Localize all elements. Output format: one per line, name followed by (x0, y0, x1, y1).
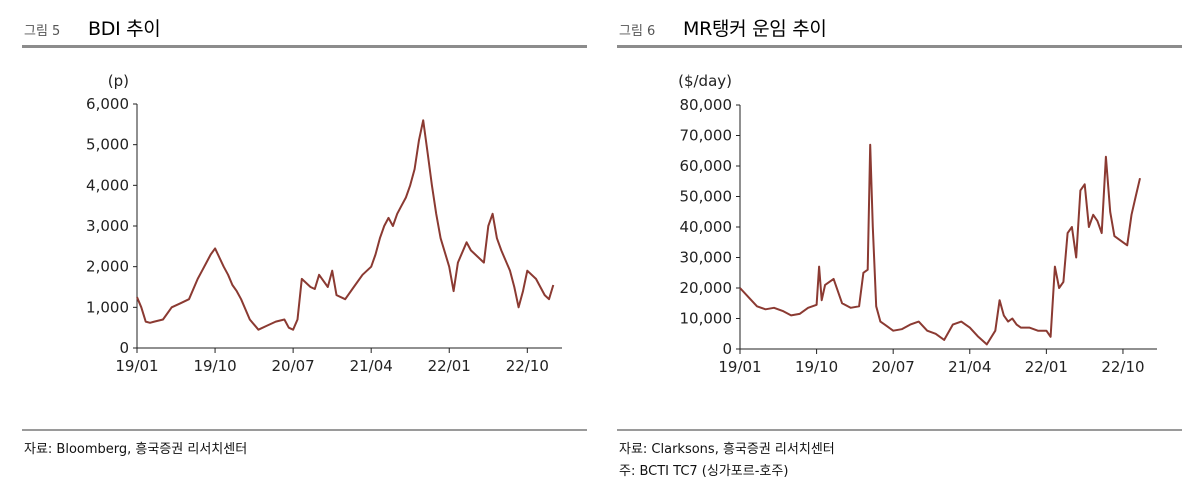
y-tick-label: 50,000 (680, 188, 733, 206)
x-tick-label: 22/10 (506, 357, 549, 375)
figure-title: MR탱커 운임 추이 (683, 18, 827, 40)
y-tick-label: 4,000 (86, 176, 129, 194)
y-tick-label: 1,000 (86, 298, 129, 316)
y-tick-label: 5,000 (86, 136, 129, 154)
x-tick-label: 20/07 (872, 358, 915, 376)
x-tick-label: 19/10 (795, 358, 838, 376)
source-note: 자료: Bloomberg, 흥국증권 리서치센터 (24, 442, 248, 457)
figure-header: 그림 6 MR탱커 운임 추이 (617, 14, 1182, 44)
header-rule (617, 45, 1182, 48)
x-tick-label: 22/10 (1101, 358, 1144, 376)
y-tick-label: 30,000 (680, 249, 733, 267)
y-tick-label: 10,000 (680, 310, 733, 328)
footnote: 주: BCTI TC7 (싱가포르-호주) (619, 464, 789, 479)
figure-5-panel: 그림 5 BDI 추이 (p) 0 1,000 2,000 3,000 4,000 5,00… (22, 0, 587, 488)
figure-6-panel: 그림 6 MR탱커 운임 추이 ($/day) 0 10,000 20,000 30,0… (617, 0, 1182, 488)
figure-number: 그림 5 (24, 24, 61, 39)
y-unit-label: (p) (108, 72, 129, 90)
x-tick-label: 20/07 (272, 357, 315, 375)
y-tick-label: 20,000 (680, 279, 733, 297)
y-tick-label: 80,000 (680, 96, 733, 114)
mr-tanker-rate-line-chart: ($/day) 0 10,000 20,000 30,000 40,000 50,000 60… (678, 72, 1157, 376)
x-tick-label: 21/04 (350, 357, 393, 375)
x-tick-label: 19/01 (718, 358, 761, 376)
y-tick-label: 6,000 (86, 95, 129, 113)
figure-header: 그림 5 BDI 추이 (22, 14, 587, 44)
y-tick-label: 0 (119, 339, 129, 357)
y-unit-label: ($/day) (678, 72, 732, 90)
figure-title: BDI 추이 (88, 18, 161, 40)
series-line (136, 119, 555, 331)
y-tick-label: 2,000 (86, 258, 129, 276)
x-tick-label: 19/01 (115, 357, 158, 375)
y-tick-label: 60,000 (680, 157, 733, 175)
footer-rule (617, 429, 1182, 431)
x-tick-label: 22/01 (1025, 358, 1068, 376)
footer-rule (22, 429, 587, 431)
y-tick-label: 40,000 (680, 218, 733, 236)
y-tick-label: 3,000 (86, 217, 129, 235)
x-tick-label: 21/04 (948, 358, 991, 376)
figure-number: 그림 6 (619, 24, 656, 39)
header-rule (22, 45, 587, 48)
bdi-line-chart: (p) 0 1,000 2,000 3,000 4,000 5,000 6,000 19/01 1… (86, 72, 562, 375)
source-note: 자료: Clarksons, 흥국증권 리서치센터 (619, 442, 835, 457)
y-tick-label: 0 (722, 340, 732, 358)
y-tick-label: 70,000 (680, 127, 733, 145)
x-tick-label: 19/10 (193, 357, 236, 375)
x-tick-label: 22/01 (428, 357, 471, 375)
series-line (739, 143, 1141, 346)
